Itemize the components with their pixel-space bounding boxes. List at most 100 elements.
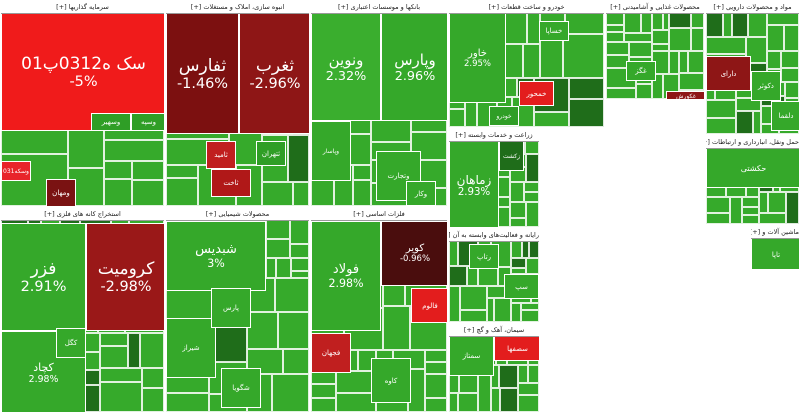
tile-label: فزر <box>30 259 57 279</box>
stock-tile: وسپه <box>131 113 164 131</box>
stock-cell <box>525 141 539 154</box>
stock-cell <box>564 13 604 35</box>
sector: خاور 2.95% خساپا خمحور خودرو خودرو و ساخت قطع… <box>448 0 605 128</box>
tile-label: کچاد <box>33 360 54 374</box>
stock-cell <box>783 24 799 52</box>
stock-tile: دارای <box>706 56 751 91</box>
stock-cell <box>518 383 539 395</box>
tile-change: -1.46% <box>176 75 229 92</box>
stock-cell <box>335 392 376 412</box>
stock-cell <box>780 51 799 68</box>
stock-cell <box>523 44 540 78</box>
stock-cell <box>527 365 539 384</box>
stock-cell <box>525 153 539 182</box>
stock-cell <box>526 201 539 227</box>
tile-label: کاوه <box>384 376 398 385</box>
stock-cell <box>678 73 704 91</box>
stock-cell <box>731 13 748 38</box>
tile-change: 2.93% <box>457 186 491 198</box>
stock-cell <box>688 51 704 74</box>
tile-label: وپارس <box>394 50 436 69</box>
tile-change: -0.96% <box>399 254 431 264</box>
tile-label: ومهان <box>52 189 70 197</box>
tile-label: پارس <box>222 304 239 312</box>
stock-cell <box>491 365 500 388</box>
stock-tile: وسکه031 <box>1 161 31 181</box>
tile-label: وکار <box>414 189 428 198</box>
tile-label: سپ <box>515 282 528 291</box>
tile-change: 3% <box>207 257 225 270</box>
stock-cell <box>290 257 309 272</box>
tile-label: ونوین <box>328 50 364 69</box>
stock-cell <box>425 349 447 363</box>
tile-label: فجهان <box>321 349 341 357</box>
stock-tile: ثغرب -2.96% <box>239 13 309 134</box>
stock-tile: سصفها <box>494 336 539 361</box>
tile-label: غکورش <box>676 92 696 100</box>
sector: فولاد 2.98% کویر -0.96% فالوم فجهان کاوه فلزات … <box>310 207 448 413</box>
stock-cell <box>651 73 663 99</box>
stock-cell <box>606 24 624 33</box>
stock-cell <box>523 181 539 192</box>
stock-cell <box>141 367 164 389</box>
stock-cell <box>568 77 604 99</box>
sector-title: حمل ونقل، انبارداری و ارتباطات [+] <box>706 136 799 149</box>
sector: رتاپ سپ رایانه و فعالیت‌های وابسته به آن [… <box>448 228 540 323</box>
stock-tile: خاور 2.95% <box>449 13 506 103</box>
stock-cell <box>382 306 410 350</box>
stock-tile: شیراز <box>166 318 216 378</box>
tile-label: سصفها <box>507 344 528 353</box>
stock-cell <box>494 298 512 322</box>
stock-cell <box>465 100 478 127</box>
tile-label: خودرو <box>496 112 512 120</box>
stock-cell <box>335 371 376 393</box>
stock-cell <box>499 365 519 388</box>
stock-cell <box>510 201 527 219</box>
tile-change: 2.95% <box>463 58 491 69</box>
stock-cell <box>651 13 663 30</box>
sector: سمتاز سصفها سیمان، آهک و گچ [+] <box>448 323 540 413</box>
stock-tile: ثاخت <box>211 169 251 197</box>
stock-cell <box>166 393 209 412</box>
stock-cell <box>278 312 309 349</box>
tile-label: وتجارت <box>387 172 410 180</box>
stock-cell <box>706 13 724 38</box>
tile-label: زماهان <box>456 172 492 187</box>
stock-cell <box>568 98 604 127</box>
stock-cell <box>449 108 466 127</box>
stock-cell <box>510 181 524 202</box>
sector: غگز غکورش محصولات غذایی و آشامیدنی [+] <box>605 0 705 100</box>
tile-label: خمحور <box>526 89 547 98</box>
tile-label: غگز <box>635 67 647 75</box>
stock-tile: زماهان 2.93% <box>449 141 499 227</box>
stock-tile: خودرو <box>489 106 519 126</box>
stock-cell <box>467 265 478 287</box>
stock-tile: شگویا <box>221 368 261 408</box>
stock-cell <box>623 13 642 33</box>
stock-cell <box>767 191 786 214</box>
tile-label: وپاسار <box>322 147 340 155</box>
stock-tile: وپارس 2.96% <box>381 13 447 121</box>
tile-label: وسکه031 <box>3 167 29 175</box>
stock-cell <box>511 257 527 268</box>
tile-change: -5% <box>69 74 98 90</box>
stock-tile: وپاسار <box>311 121 351 181</box>
stock-cell <box>706 99 736 119</box>
stock-cell <box>449 265 468 287</box>
tile-label: ثفارس <box>178 55 227 76</box>
tile-label: فولاد <box>332 262 360 277</box>
sector: سک ه0312پ01 -5% وسکه031 ومهان وسهیر وسپه سرمای… <box>0 0 165 207</box>
tile-label: حکشتی <box>740 163 767 173</box>
stock-cell <box>641 13 652 33</box>
stock-cell <box>486 298 495 322</box>
stock-cell <box>745 37 767 64</box>
stock-cell <box>651 29 669 45</box>
sector-title: خودرو و ساخت قطعات [+] <box>449 1 604 14</box>
stock-tile: ومهان <box>46 179 76 206</box>
stock-cell <box>521 310 539 322</box>
stock-cell <box>261 182 293 206</box>
tile-label: دارای <box>720 69 737 78</box>
stock-cell <box>521 241 529 258</box>
tile-label: رتاپ <box>476 252 492 261</box>
stock-cell <box>606 41 629 56</box>
